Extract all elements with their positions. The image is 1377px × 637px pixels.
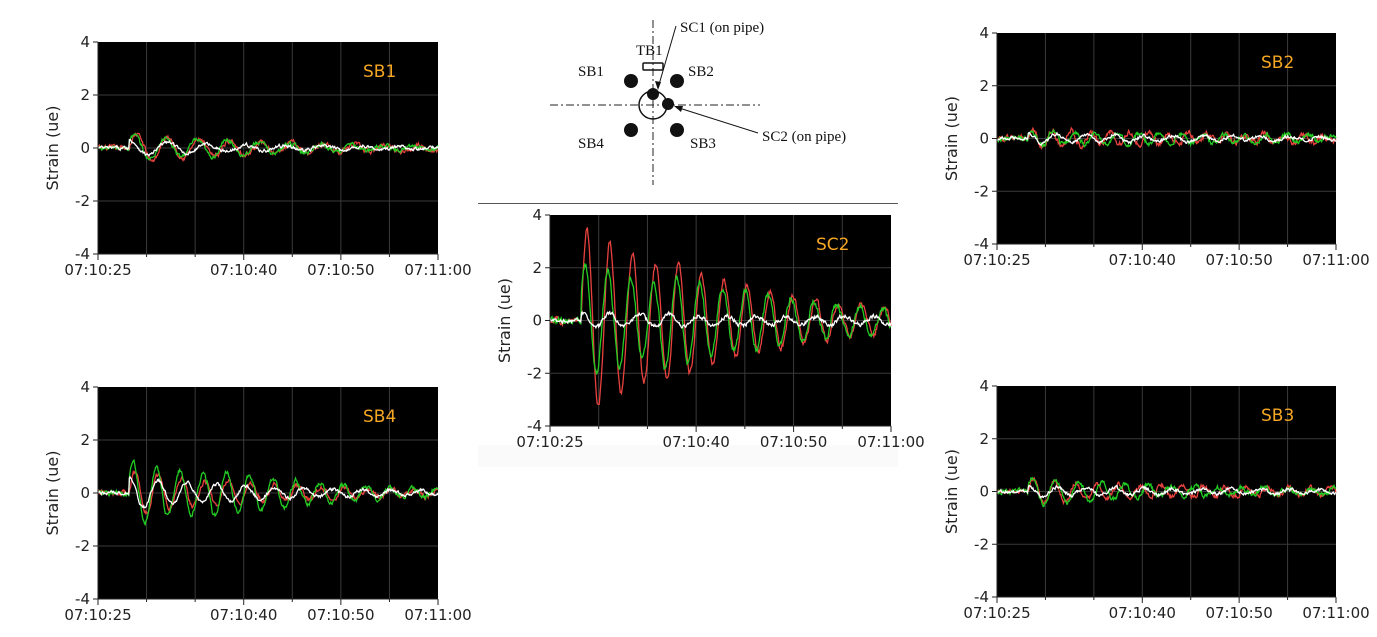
y-tick-label: 2 <box>80 431 90 449</box>
chart-svg: 4 2 0 -2 -407:10:25 07:10:40 07:10:50 07:11:00 S… <box>43 378 472 624</box>
y-axis-title: Strain (ue) <box>43 451 62 536</box>
x-tick-label: 07:10:50 <box>307 261 374 279</box>
tb1-marker <box>642 62 664 71</box>
panel-label: SB1 <box>363 62 396 82</box>
y-axis-title: Strain (ue) <box>942 96 961 181</box>
y-tick-label: 0 <box>80 484 90 502</box>
series-line-white <box>97 475 439 509</box>
y-tick-label: 0 <box>979 130 989 148</box>
sc2-marker <box>662 98 674 110</box>
y-tick-label: -2 <box>75 537 90 555</box>
sb1-marker <box>624 74 638 88</box>
y-tick-label: 2 <box>979 430 989 448</box>
sensor-diagram-svg: TB1 SC1 (on pipe) SB1 SB2 SB4 SB3 SC2 (o… <box>550 20 846 185</box>
sb2-marker <box>670 74 684 88</box>
sc1-marker <box>647 88 659 100</box>
panel-label: SB3 <box>1261 406 1294 426</box>
x-tick-label: 07:10:50 <box>307 606 374 624</box>
sc1-label: SC1 (on pipe) <box>680 20 764 36</box>
sb3-marker <box>670 123 684 137</box>
chart-svg: 4 2 0 -2 -407:10:25 07:10:40 07:10:50 07:11:00 S… <box>942 24 1370 269</box>
chart-sc2: 4 2 0 -2 -4 07:10:25 07:10:40 07:10:50 07:11:00 S… <box>480 205 930 465</box>
y-tick-label: 4 <box>80 378 90 396</box>
series-line-white <box>996 484 1337 499</box>
x-tick-label: 07:10:40 <box>210 261 277 279</box>
y-axis-title: Strain (ue) <box>942 449 961 534</box>
sb4-diagram-label: SB4 <box>578 136 604 152</box>
sb3-diagram-label: SB3 <box>690 136 716 152</box>
x-tick-label: 07:10:25 <box>963 604 1030 622</box>
x-tick-label: 07:10:50 <box>1205 604 1272 622</box>
chart-sb2: 4 2 0 -2 -4 07:10:25 07:10:40 07:10:50 07:11:00 S… <box>900 0 1377 280</box>
sensor-layout-diagram: TB1 SC1 (on pipe) SB1 SB2 SB4 SB3 SC2 (o… <box>540 0 900 200</box>
series-line-green <box>549 263 892 375</box>
y-tick-label: 0 <box>979 483 989 501</box>
y-tick-label: 2 <box>80 86 90 104</box>
sc1-pointer-line <box>657 25 677 89</box>
y-axis-title: Strain (ue) <box>495 278 514 363</box>
y-tick-label: -4 <box>75 245 90 263</box>
tb1-label: TB1 <box>636 43 663 59</box>
chart-svg: 4 2 0 -2 -407:10:25 07:10:40 07:10:50 07:11:00 S… <box>43 33 472 279</box>
y-tick-label: 4 <box>979 377 989 395</box>
y-axis-title: Strain (ue) <box>43 106 62 191</box>
x-tick-label: 07:10:40 <box>1109 604 1176 622</box>
x-tick-label: 07:11:00 <box>857 433 924 451</box>
y-tick-label: -4 <box>974 235 989 253</box>
sb4-marker <box>624 123 638 137</box>
sc2-diagram-label: SC2 (on pipe) <box>762 129 846 145</box>
x-tick-label: 07:10:25 <box>64 606 131 624</box>
series-line-white <box>97 138 439 158</box>
center-panel-shade <box>478 445 898 467</box>
sc2-arrowhead <box>674 106 683 112</box>
y-tick-label: 2 <box>532 259 542 277</box>
x-tick-label: 07:11:00 <box>1302 604 1369 622</box>
y-tick-label: -4 <box>75 590 90 608</box>
y-tick-label: 4 <box>979 24 989 42</box>
chart-svg: 4 2 0 -2 -407:10:25 07:10:40 07:10:50 07:11:00 S… <box>942 377 1370 622</box>
chart-sb3: 4 2 0 -2 -4 07:10:25 07:10:40 07:10:50 07:11:00 S… <box>900 375 1377 637</box>
y-tick-label: -2 <box>974 182 989 200</box>
series-line-white <box>996 131 1337 146</box>
panel-label: SC2 <box>816 235 849 255</box>
x-tick-label: 07:11:00 <box>404 261 471 279</box>
x-tick-label: 07:10:25 <box>64 261 131 279</box>
y-tick-label: 0 <box>80 139 90 157</box>
y-tick-label: 2 <box>979 77 989 95</box>
y-tick-label: -2 <box>974 535 989 553</box>
x-tick-label: 07:11:00 <box>404 606 471 624</box>
sb2-diagram-label: SB2 <box>688 64 714 80</box>
y-tick-label: -4 <box>527 417 542 435</box>
sb1-diagram-label: SB1 <box>578 64 604 80</box>
x-tick-label: 07:11:00 <box>1302 251 1369 269</box>
x-tick-label: 07:10:50 <box>1205 251 1272 269</box>
x-tick-label: 07:10:25 <box>516 433 583 451</box>
series-line-white <box>549 310 892 330</box>
series-line-green <box>97 458 439 527</box>
panel-label: SB2 <box>1261 53 1294 73</box>
panel-label: SB4 <box>363 407 396 427</box>
y-tick-label: 0 <box>532 312 542 330</box>
y-tick-label: 4 <box>80 33 90 51</box>
x-tick-label: 07:10:25 <box>963 251 1030 269</box>
chart-svg: 4 2 0 -2 -407:10:25 07:10:40 07:10:50 07:11:00 S… <box>495 206 925 451</box>
x-tick-label: 07:10:40 <box>1109 251 1176 269</box>
y-tick-label: -2 <box>75 192 90 210</box>
y-tick-label: 4 <box>532 206 542 224</box>
series-line-green <box>98 132 439 161</box>
y-tick-label: -2 <box>527 364 542 382</box>
x-tick-label: 07:10:50 <box>760 433 827 451</box>
x-tick-label: 07:10:40 <box>210 606 277 624</box>
series-line-red <box>549 226 892 406</box>
section-divider <box>478 203 898 204</box>
sc2-pointer-line <box>675 106 759 134</box>
chart-sb1: 4 2 0 -2 -4 07:10:25 07:10:40 07:10:50 07:11:00 S… <box>0 0 480 280</box>
sc1-arrowhead <box>655 81 661 90</box>
y-tick-label: -4 <box>974 588 989 606</box>
chart-sb4: 4 2 0 -2 -4 07:10:25 07:10:40 07:10:50 07:11:00 S… <box>0 375 480 637</box>
x-tick-label: 07:10:40 <box>662 433 729 451</box>
